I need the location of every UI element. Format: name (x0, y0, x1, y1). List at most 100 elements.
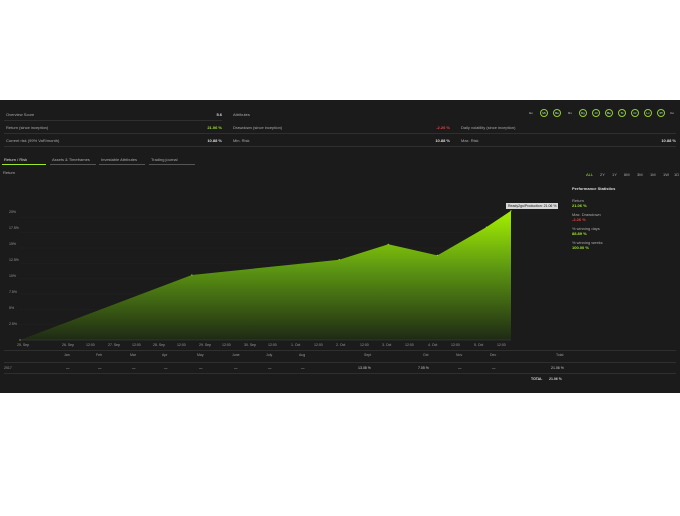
range-1y-button[interactable]: 1Y (612, 172, 617, 177)
y-tick-label: 2.5% (9, 322, 17, 326)
range-2y-button[interactable]: 2Y (600, 172, 605, 177)
stats-windays-label: % winning days (572, 226, 600, 231)
attribute-icon[interactable]: Ex (529, 111, 533, 115)
stats-maxdd-value: -2.26 % (572, 217, 586, 222)
tab-investable-attributes[interactable]: Investable Attributes (101, 157, 138, 162)
stats-maxdd-label: Max. Drawdown (572, 212, 601, 217)
tab-trading-journal[interactable]: Trading journal (151, 157, 178, 162)
overview-score-value: 5.6 (216, 112, 222, 117)
x-tick-label: 12:00 (405, 343, 414, 347)
x-tick-label: 30. Sep (244, 343, 257, 347)
max-risk-value: 10.88 % (661, 138, 676, 143)
x-tick-label: 4. Oct (428, 343, 438, 347)
drawdown-value: -2.26 % (436, 125, 450, 130)
attribute-icon[interactable]: Pf (657, 109, 665, 117)
x-tick-label: 25. Sep (17, 343, 30, 347)
attribute-icon[interactable]: Mi (540, 109, 548, 117)
return-label: Return (since inception) (6, 125, 49, 130)
chart-header: Return (3, 170, 16, 175)
month-value: — (301, 366, 305, 370)
data-point (436, 254, 438, 256)
x-tick-label: 12:00 (497, 343, 506, 347)
month-value: — (492, 366, 496, 370)
attribute-icon[interactable]: Rs (568, 111, 572, 115)
divider (4, 146, 676, 147)
month-header: Oct (423, 353, 429, 357)
stats-return-value: 21.06 % (572, 203, 587, 208)
x-tick-label: 12:00 (314, 343, 323, 347)
month-header: July (266, 353, 273, 357)
month-value: — (164, 366, 168, 370)
month-header: Dec (490, 353, 497, 357)
month-header: Sept (364, 353, 372, 357)
attribute-icon[interactable]: Co (670, 111, 674, 115)
range-6m-button[interactable]: 6M (624, 172, 630, 177)
y-tick-label: 10% (9, 274, 17, 278)
return-area (20, 210, 511, 340)
tab-assets-timeframes[interactable]: Assets & Timeframes (52, 157, 90, 162)
data-point (485, 226, 488, 228)
attribute-icon[interactable]: Cl (592, 109, 600, 117)
attribute-icon[interactable]: Dy (579, 109, 587, 117)
divider (4, 133, 676, 134)
tab-underline (149, 164, 195, 165)
attribute-icon[interactable]: Cr (631, 109, 639, 117)
month-header: May (197, 353, 204, 357)
attribute-icon[interactable]: Re (553, 109, 561, 117)
total-label: TOTAL (531, 377, 543, 381)
max-risk-label: Max. Risk (461, 138, 479, 143)
year-label: 2017 (4, 366, 12, 370)
month-value: — (98, 366, 102, 370)
month-value: 7.05 % (418, 366, 429, 370)
data-point (510, 210, 512, 212)
month-value: — (458, 366, 462, 370)
total-value: 21.06 % (549, 377, 562, 381)
attribute-icon[interactable]: Tc (618, 109, 626, 117)
chart-tooltip: Ready2go/Production: 21.06 % (506, 203, 559, 209)
month-value: — (66, 366, 70, 370)
x-tick-label: 28. Sep (153, 343, 166, 347)
x-tick-label: 12:00 (451, 343, 460, 347)
x-tick-label: 1. Oct (291, 343, 301, 347)
attributes-label: Attributes (233, 112, 250, 117)
y-tick-label: 15% (9, 242, 17, 246)
y-tick-label: 17.5% (9, 226, 19, 230)
range-1d-button[interactable]: 1D (674, 172, 680, 177)
data-point (387, 243, 389, 245)
y-tick-label: 5% (9, 306, 15, 310)
y-tick-label: 20% (9, 210, 17, 214)
divider (4, 350, 676, 351)
month-header: Total (556, 353, 564, 357)
tab-return-risk[interactable]: Return / Risk (4, 157, 28, 162)
month-value: — (234, 366, 238, 370)
x-tick-label: 12:00 (132, 343, 141, 347)
stats-title: Performance Statistics (572, 186, 616, 191)
month-value: — (268, 366, 272, 370)
month-value: — (199, 366, 203, 370)
app-window: Overview Score 5.6 Attributes Return (si… (0, 100, 680, 393)
x-tick-label: 12:00 (360, 343, 369, 347)
month-value: 13.08 % (358, 366, 371, 370)
divider (4, 120, 222, 121)
attribute-icon[interactable]: Lv (644, 109, 652, 117)
x-tick-label: 12:00 (177, 343, 186, 347)
x-tick-label: 29. Sep (199, 343, 212, 347)
range-1w-button[interactable]: 1W (663, 172, 669, 177)
x-tick-label: 3. Oct (382, 343, 392, 347)
range-3m-button[interactable]: 3M (637, 172, 643, 177)
x-tick-label: 12:00 (86, 343, 95, 347)
return-value: 21.06 % (207, 125, 222, 130)
x-tick-label: 12:00 (268, 343, 277, 347)
month-header: Jan (64, 353, 70, 357)
tab-underline (50, 164, 96, 165)
range-all-button[interactable]: ALL (586, 172, 594, 177)
attribute-icon[interactable]: Be (605, 109, 613, 117)
month-header: Mar (130, 353, 137, 357)
month-value: — (132, 366, 136, 370)
y-tick-label: 7.5% (9, 290, 17, 294)
drawdown-label: Drawdown (since inception) (233, 125, 283, 130)
x-tick-label: 26. Sep (62, 343, 75, 347)
tab-underline (99, 164, 145, 165)
return-area-chart (19, 210, 512, 341)
range-1m-button[interactable]: 1M (650, 172, 656, 177)
